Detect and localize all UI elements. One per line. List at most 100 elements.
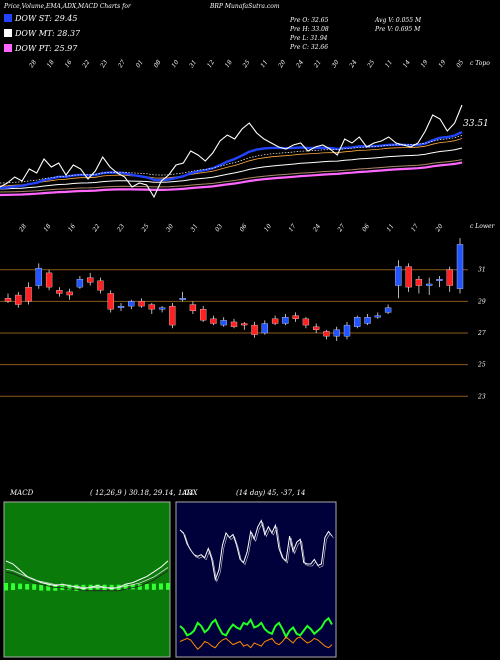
stat-avg-volume: Avg V: 0.055 M xyxy=(375,17,422,24)
lower-date-label: 17 xyxy=(287,223,297,233)
legend-swatch-st xyxy=(4,14,12,22)
lower-panel-corner-label: c Lower xyxy=(470,223,495,230)
stat-pre-volume: Pre V: 0.695 M xyxy=(375,26,421,33)
macd-histogram-bar xyxy=(144,584,149,590)
candle-body xyxy=(97,280,104,291)
lower-date-label: 06 xyxy=(361,223,371,233)
candle-body xyxy=(117,305,125,308)
upper-price-panel xyxy=(0,104,463,199)
candle-body xyxy=(436,279,443,281)
lower-date-label: 22 xyxy=(91,223,102,234)
lower-date-label: 25 xyxy=(140,223,151,234)
ema-long-line xyxy=(0,159,463,193)
upper-date-label: 19 xyxy=(420,59,430,69)
ema-mt-line xyxy=(0,147,463,190)
upper-date-axis: 28 18 16 22 23 27 01 08 10 31 12 18 25 11 20 24 21 30 24 25… xyxy=(27,59,465,70)
candle-body xyxy=(76,279,84,288)
candle-body xyxy=(189,304,197,312)
upper-panel-corner-label: c Topo xyxy=(470,60,490,67)
upper-date-label: 25 xyxy=(241,59,252,70)
candle-body xyxy=(56,290,63,294)
macd-histogram-bar xyxy=(32,584,37,590)
y-tick-label: 27 xyxy=(477,330,486,337)
candle-body xyxy=(35,267,42,286)
legend-dow-pt: DOW PT: 25.97 xyxy=(4,44,77,53)
y-tick-label: 25 xyxy=(477,362,486,369)
macd-zero-line xyxy=(5,570,169,592)
candle-body xyxy=(354,317,361,327)
upper-date-label: 24 xyxy=(348,59,359,70)
y-tick-label: 23 xyxy=(477,393,486,400)
candle-body xyxy=(395,266,402,286)
macd-histogram-bar xyxy=(46,584,51,591)
upper-date-label: 10 xyxy=(170,59,180,69)
adx-panel xyxy=(175,501,337,658)
candle-body xyxy=(128,301,135,307)
stat-close: Pre C: 32.66 xyxy=(290,44,329,51)
candle-body xyxy=(282,317,289,324)
upper-date-label: 12 xyxy=(206,59,216,69)
adx-line xyxy=(179,519,333,582)
candle-body xyxy=(66,291,73,296)
legend-swatch-mt xyxy=(4,29,12,37)
macd-label: MACD xyxy=(10,489,34,497)
header-center: BRP MunafaSutra.com xyxy=(210,3,280,10)
macd-histogram-bar xyxy=(123,584,128,590)
legend-dow-mt: DOW MT: 28.37 xyxy=(4,29,80,38)
candle-body xyxy=(4,298,12,302)
macd-histogram-bar xyxy=(95,584,100,590)
macd-histogram-bar xyxy=(11,583,16,590)
upper-date-label: 14 xyxy=(402,59,412,69)
lower-date-label: 18 xyxy=(42,223,52,233)
candle-body xyxy=(302,318,310,326)
macd-histogram-bar xyxy=(4,583,8,591)
candle-body xyxy=(374,315,381,318)
candle-body xyxy=(210,318,217,324)
candle-body xyxy=(179,298,186,300)
candle-body xyxy=(426,283,433,286)
y-tick-label: 29 xyxy=(477,298,486,305)
upper-date-label: 18 xyxy=(46,59,56,69)
lower-date-label: 10 xyxy=(263,223,273,233)
ema-orange-line xyxy=(0,138,463,187)
macd-histogram-bar xyxy=(25,584,30,590)
candle-body xyxy=(261,323,268,334)
macd-panel xyxy=(3,501,171,658)
candle-body xyxy=(138,301,145,307)
candle-body xyxy=(292,315,299,319)
macd-signal-line xyxy=(5,567,169,589)
lower-date-label: 23 xyxy=(115,223,126,234)
upper-date-label: 11 xyxy=(259,59,269,69)
ema-pt-line xyxy=(0,161,463,197)
legend-swatch-pt xyxy=(4,44,12,52)
stat-high: Pre H: 33.08 xyxy=(290,26,329,33)
candle-body xyxy=(323,331,330,337)
upper-date-label: 23 xyxy=(99,59,110,70)
lower-date-axis: 28 18 16 22 23 25 30 31 03 06 10 17 24 27 06 11 17 20 xyxy=(17,223,444,234)
lower-date-label: 28 xyxy=(17,223,28,234)
macd-histogram-bar xyxy=(137,584,142,590)
macd-histogram-bar xyxy=(166,583,170,590)
candle-body xyxy=(200,309,207,321)
candle-body xyxy=(15,294,22,305)
upper-date-label: 21 xyxy=(312,59,323,70)
macd-background xyxy=(3,501,171,658)
macd-histogram-bar xyxy=(130,584,135,590)
legend-dow-st: DOW ST: 29.45 xyxy=(4,14,77,23)
y-tick-label: 31 xyxy=(478,267,486,274)
lower-date-label: 31 xyxy=(189,223,199,233)
candle-body xyxy=(230,321,238,327)
candle-body xyxy=(241,323,248,326)
upper-date-label: 24 xyxy=(294,59,305,70)
candle-body xyxy=(333,329,340,337)
candle-body xyxy=(87,277,94,283)
adx-params: (14 day) 45, -37, 14 xyxy=(236,489,306,497)
ema-st-line xyxy=(0,130,463,190)
macd-params: ( 12,26,9 ) 30.18, 29.14, 1.04 xyxy=(90,489,194,497)
candle-body xyxy=(45,272,53,288)
upper-date-label: 27 xyxy=(116,59,127,70)
lower-date-label: 17 xyxy=(410,223,420,233)
lower-date-label: 06 xyxy=(238,223,248,233)
candle-body xyxy=(251,324,258,335)
candle-body xyxy=(415,279,423,286)
